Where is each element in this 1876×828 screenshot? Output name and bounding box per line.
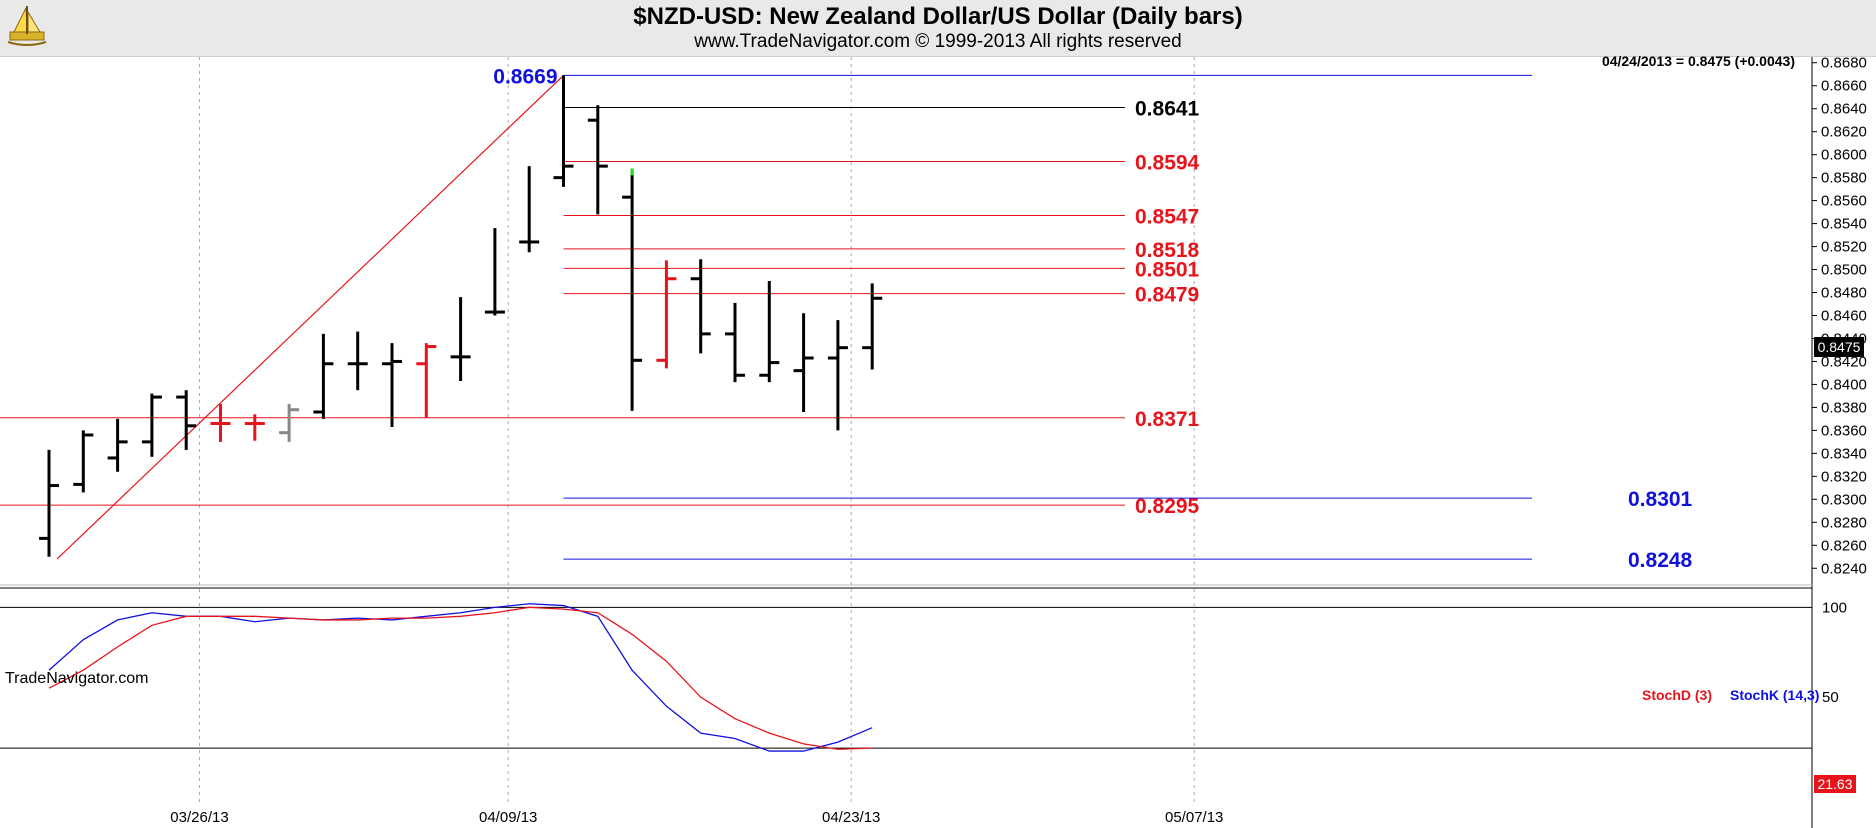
date-tick-label: 04/09/13 [479, 809, 537, 826]
ohlc-bar-04/17/13 [725, 302, 745, 383]
ohlc-bar-03/28/13 [279, 403, 300, 442]
price-tick-label: 0.8320 [1821, 468, 1867, 485]
price-tick-label: 0.8680 [1821, 55, 1867, 72]
price-tick-label: 0.8340 [1821, 445, 1867, 462]
ohlc-bar-03/22/13 [141, 393, 162, 457]
grid-lines [199, 57, 1195, 805]
price-tick-label: 0.8300 [1821, 491, 1867, 508]
chart-title: $NZD-USD: New Zealand Dollar/US Dollar (… [633, 3, 1243, 30]
last-price-tag: 0.8475 [1814, 337, 1864, 357]
ohlc-bar-04/15/13 [656, 260, 677, 369]
price-tick-label: 0.8520 [1821, 239, 1867, 256]
level-label-0.8669: 0.8669 [493, 65, 557, 88]
level-label-0.8518: 0.8518 [1135, 239, 1200, 262]
price-tick-label: 0.8640 [1821, 101, 1867, 118]
price-tick-label: 0.8600 [1821, 147, 1867, 164]
price-tick-label: 0.8580 [1821, 170, 1867, 187]
date-tick-label: 03/26/13 [170, 809, 228, 826]
level-label-0.8501: 0.8501 [1135, 258, 1200, 281]
ohlc-bar-04/22/13 [827, 320, 848, 431]
price-tick-label: 0.8500 [1821, 262, 1867, 279]
ohlc-bar-04/16/13 [690, 259, 711, 354]
copyright-text: www.TradeNavigator.com © 1999-2013 All r… [694, 31, 1182, 52]
level-label-0.8371: 0.8371 [1135, 408, 1200, 431]
stoch-value-tag: 21.63 [1814, 775, 1856, 793]
level-label-0.8301: 0.8301 [1628, 488, 1693, 511]
watermark-text: TradeNavigator.com [5, 670, 148, 687]
price-tick-label: 0.8260 [1821, 537, 1867, 554]
ohlc-bars [39, 75, 883, 557]
ohlc-bar-04/05/13 [450, 297, 471, 381]
trend-line [56, 74, 564, 560]
price-tick-label: 0.8360 [1821, 422, 1867, 439]
price-tick-label: 0.8540 [1821, 216, 1867, 233]
stochastic-panel: 100 50 StochD (3) StochK (14,3) [0, 599, 1847, 752]
ship-logo-icon [4, 2, 50, 53]
ohlc-bar-04/04/13 [416, 343, 437, 418]
ohlc-bar-04/18/13 [759, 281, 780, 383]
ohlc-bar-04/12/13 [622, 170, 643, 411]
price-axis: 0.8680 0.8660 0.8640 0.8620 0.8600 0.8580 0.85… [1812, 55, 1867, 577]
ohlc-bar-03/20/13 [73, 430, 94, 493]
level-label-0.8295: 0.8295 [1135, 495, 1200, 518]
ohlc-bar-03/25/13 [176, 390, 197, 450]
chart-header: $NZD-USD: New Zealand Dollar/US Dollar (… [0, 0, 1876, 57]
price-tick-label: 0.8660 [1821, 78, 1867, 95]
level-label-0.8547: 0.8547 [1135, 206, 1199, 229]
stoch-tick-label: 50 [1822, 689, 1839, 706]
ohlc-bar-04/23/13 [862, 283, 883, 370]
ohlc-bar-04/01/13 [313, 333, 334, 419]
level-label-0.8594: 0.8594 [1135, 152, 1200, 175]
ohlc-bar-04/10/13 [553, 75, 574, 187]
ohlc-bar-04/08/13 [484, 228, 505, 316]
stoch-legend-d: StochD (3) [1642, 687, 1712, 703]
ohlc-bar-04/02/13 [347, 331, 368, 391]
price-tick-label: 0.8560 [1821, 193, 1867, 210]
ohlc-bar-04/19/13 [793, 313, 814, 413]
stoch-value-tag-text: 21.63 [1817, 776, 1852, 792]
price-tick-label: 0.8480 [1821, 285, 1867, 302]
level-label-0.8479: 0.8479 [1135, 284, 1199, 307]
price-tick-label: 0.8460 [1821, 308, 1867, 325]
price-tick-label: 0.8420 [1821, 353, 1867, 370]
stoch-legend-k: StochK (14,3) [1730, 687, 1819, 703]
ohlc-bar-03/19/13 [39, 449, 59, 557]
ohlc-bar-03/26/13 [210, 403, 231, 442]
level-label-0.8641: 0.8641 [1135, 98, 1200, 121]
last-price-tag-text: 0.8475 [1818, 339, 1861, 355]
stoch-tick-label: 100 [1822, 599, 1847, 616]
ohlc-bar-04/03/13 [382, 343, 402, 427]
price-tick-label: 0.8380 [1821, 399, 1867, 416]
date-tick-label: 05/07/13 [1165, 809, 1223, 826]
price-tick-label: 0.8280 [1821, 514, 1867, 531]
stoch-d-line [48, 606, 873, 750]
ohlc-bar-03/21/13 [107, 418, 128, 472]
price-tick-label: 0.8400 [1821, 376, 1867, 393]
level-label-0.8248: 0.8248 [1628, 549, 1693, 572]
date-tick-label: 04/23/13 [822, 809, 880, 826]
last-quote-text: 04/24/2013 = 0.8475 (+0.0043) [1602, 53, 1795, 69]
chart-frame [0, 57, 1813, 828]
date-axis: 03/26/13 04/09/13 04/23/13 05/07/13 [170, 809, 1223, 826]
ohlc-bar-04/11/13 [587, 105, 608, 215]
stoch-k-line [48, 603, 873, 752]
price-tick-label: 0.8240 [1821, 560, 1867, 577]
ohlc-bar-04/09/13 [519, 166, 540, 253]
ohlc-bar-03/27/13 [244, 414, 265, 441]
price-tick-label: 0.8620 [1821, 124, 1867, 141]
